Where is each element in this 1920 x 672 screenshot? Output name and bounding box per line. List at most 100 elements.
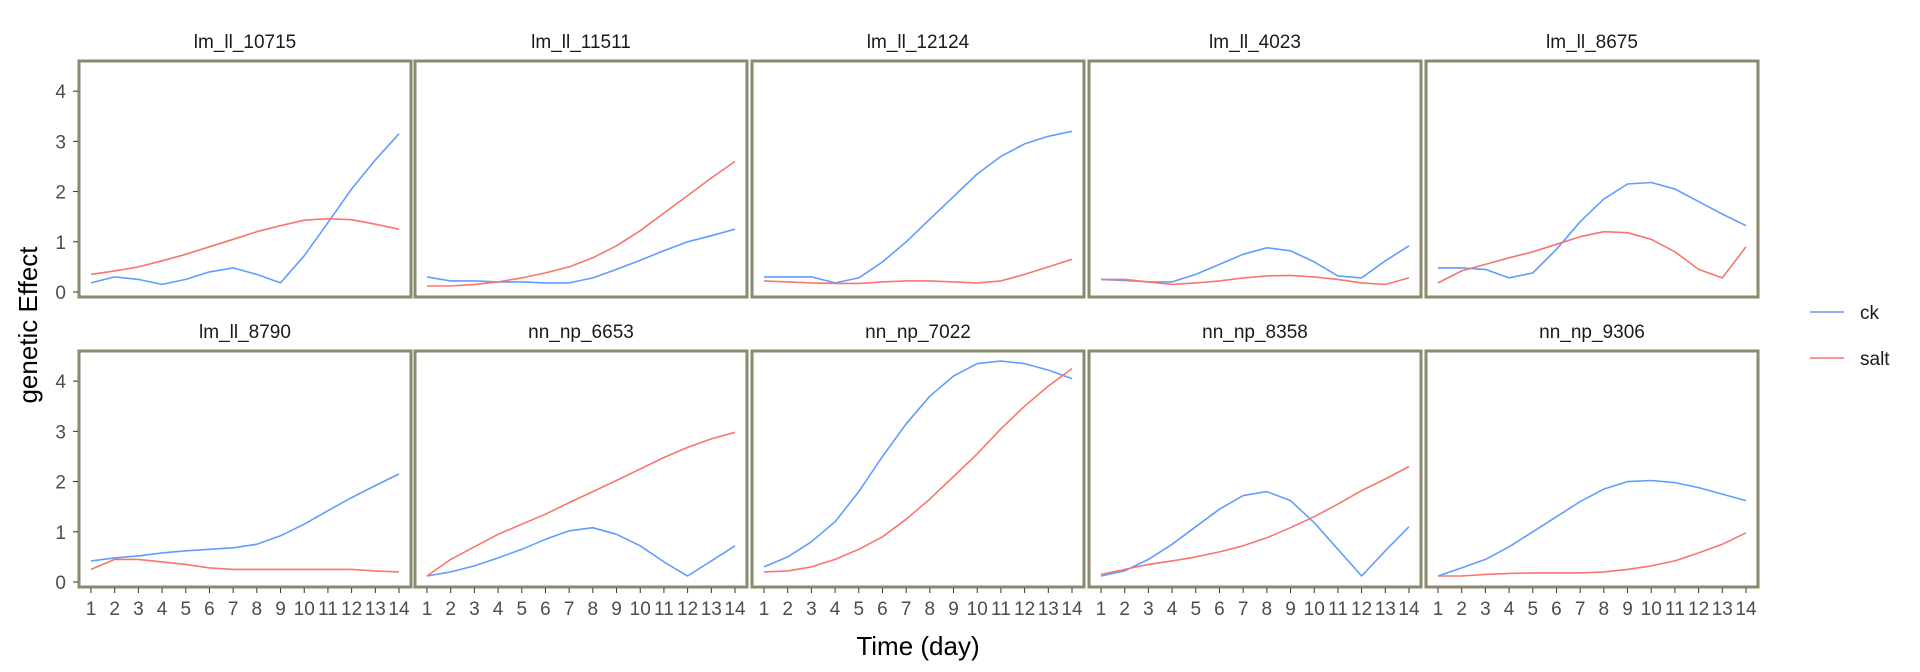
series-line-salt xyxy=(763,367,1073,573)
y-tick-label: 4 xyxy=(55,372,66,393)
x-tick-label: 8 xyxy=(588,599,599,620)
x-tick-label: 8 xyxy=(925,599,936,620)
series-line-ck xyxy=(426,228,736,284)
x-tick-label: 2 xyxy=(1456,599,1467,620)
x-tick-label: 9 xyxy=(948,599,959,620)
x-tick-label: 1 xyxy=(1096,599,1107,620)
series-line-salt xyxy=(427,160,736,287)
panel-border xyxy=(77,349,413,589)
x-tick-label: 9 xyxy=(1285,599,1296,620)
x-tick-label: 2 xyxy=(445,599,456,620)
panel-title: lm_ll_8675 xyxy=(1546,32,1638,53)
x-tick-label: 7 xyxy=(1575,599,1586,620)
y-axis-title: genetic Effect xyxy=(13,246,43,404)
x-tick-label: 12 xyxy=(1688,599,1709,620)
x-tick-label: 14 xyxy=(1061,599,1083,620)
x-tick-label: 1 xyxy=(1433,599,1444,620)
x-tick-label: 5 xyxy=(1190,599,1201,620)
x-tick-label: 12 xyxy=(1014,599,1035,620)
x-tick-label: 13 xyxy=(1375,599,1396,620)
x-tick-label: 9 xyxy=(1622,599,1633,620)
x-tick-label: 8 xyxy=(1599,599,1610,620)
series-line-salt xyxy=(1101,274,1410,286)
legend-item: salt xyxy=(1810,349,1890,370)
x-tick-label: 11 xyxy=(1665,599,1685,620)
x-tick-label: 6 xyxy=(1551,599,1562,620)
x-tick-label: 8 xyxy=(252,599,263,620)
panel: lm_ll_11511 xyxy=(413,32,749,299)
x-tick-label: 14 xyxy=(1398,599,1420,620)
x-tick-label: 4 xyxy=(1504,599,1515,620)
x-tick-label: 6 xyxy=(877,599,888,620)
panel-title: nn_np_8358 xyxy=(1202,322,1308,343)
series-line-ck xyxy=(763,360,1073,568)
x-tick-label: 13 xyxy=(1038,599,1059,620)
panel-border xyxy=(750,349,1086,589)
x-tick-label: 10 xyxy=(1641,599,1662,620)
x-tick-label: 4 xyxy=(493,599,504,620)
y-tick-label: 3 xyxy=(55,132,66,153)
series-line-ck xyxy=(90,133,400,286)
x-tick-label: 11 xyxy=(654,599,674,620)
panel-title: lm_ll_10715 xyxy=(194,32,296,53)
x-tick-label: 12 xyxy=(1351,599,1372,620)
x-tick-label: 5 xyxy=(516,599,527,620)
x-tick-label: 13 xyxy=(365,599,386,620)
x-tick-label: 1 xyxy=(759,599,770,620)
panel: lm_ll_12124 xyxy=(750,32,1086,299)
x-tick-label: 10 xyxy=(967,599,988,620)
panel-border xyxy=(750,59,1086,299)
x-tick-label: 12 xyxy=(677,599,698,620)
x-tick-label: 5 xyxy=(1527,599,1538,620)
series-line-ck xyxy=(1438,181,1747,279)
panel-border xyxy=(1087,349,1423,589)
panel-border xyxy=(1087,59,1423,299)
x-tick-label: 13 xyxy=(701,599,722,620)
legend-label: salt xyxy=(1860,349,1890,370)
panel-border xyxy=(1424,59,1760,299)
panel-border xyxy=(413,349,749,589)
y-tick-label: 3 xyxy=(55,422,66,443)
x-tick-label: 12 xyxy=(341,599,362,620)
x-tick-label: 3 xyxy=(1480,599,1491,620)
x-tick-label: 2 xyxy=(109,599,120,620)
y-tick-label: 1 xyxy=(55,233,66,254)
panel-title: lm_ll_4023 xyxy=(1209,32,1301,53)
panel-title: lm_ll_8790 xyxy=(199,322,291,343)
series-line-salt xyxy=(1100,465,1410,576)
x-tick-label: 7 xyxy=(1238,599,1249,620)
panel-title: nn_np_9306 xyxy=(1539,322,1645,343)
x-tick-label: 2 xyxy=(1119,599,1130,620)
x-tick-label: 5 xyxy=(180,599,191,620)
panel: lm_ll_4023 xyxy=(1087,32,1423,299)
x-tick-label: 4 xyxy=(830,599,841,620)
x-tick-label: 11 xyxy=(991,599,1011,620)
panel-title: nn_np_6653 xyxy=(528,322,634,343)
x-tick-label: 11 xyxy=(318,599,338,620)
x-tick-label: 8 xyxy=(1262,599,1273,620)
x-tick-label: 13 xyxy=(1712,599,1733,620)
x-tick-label: 7 xyxy=(901,599,912,620)
x-tick-label: 3 xyxy=(806,599,817,620)
x-tick-label: 3 xyxy=(469,599,480,620)
legend: ck salt xyxy=(1810,303,1890,370)
x-tick-label: 14 xyxy=(388,599,410,620)
x-tick-label: 10 xyxy=(1304,599,1325,620)
panel-border xyxy=(77,59,413,299)
series-line-ck xyxy=(764,130,1073,284)
panel-title: nn_np_7022 xyxy=(865,322,971,343)
y-tick-label: 0 xyxy=(55,283,66,304)
x-tick-label: 6 xyxy=(1214,599,1225,620)
x-tick-label: 1 xyxy=(86,599,97,620)
series-line-ck xyxy=(1437,479,1747,577)
series-line-salt xyxy=(90,217,400,276)
x-tick-label: 2 xyxy=(782,599,793,620)
panel: lm_ll_10715 0 1 2 3 4 xyxy=(55,32,413,304)
